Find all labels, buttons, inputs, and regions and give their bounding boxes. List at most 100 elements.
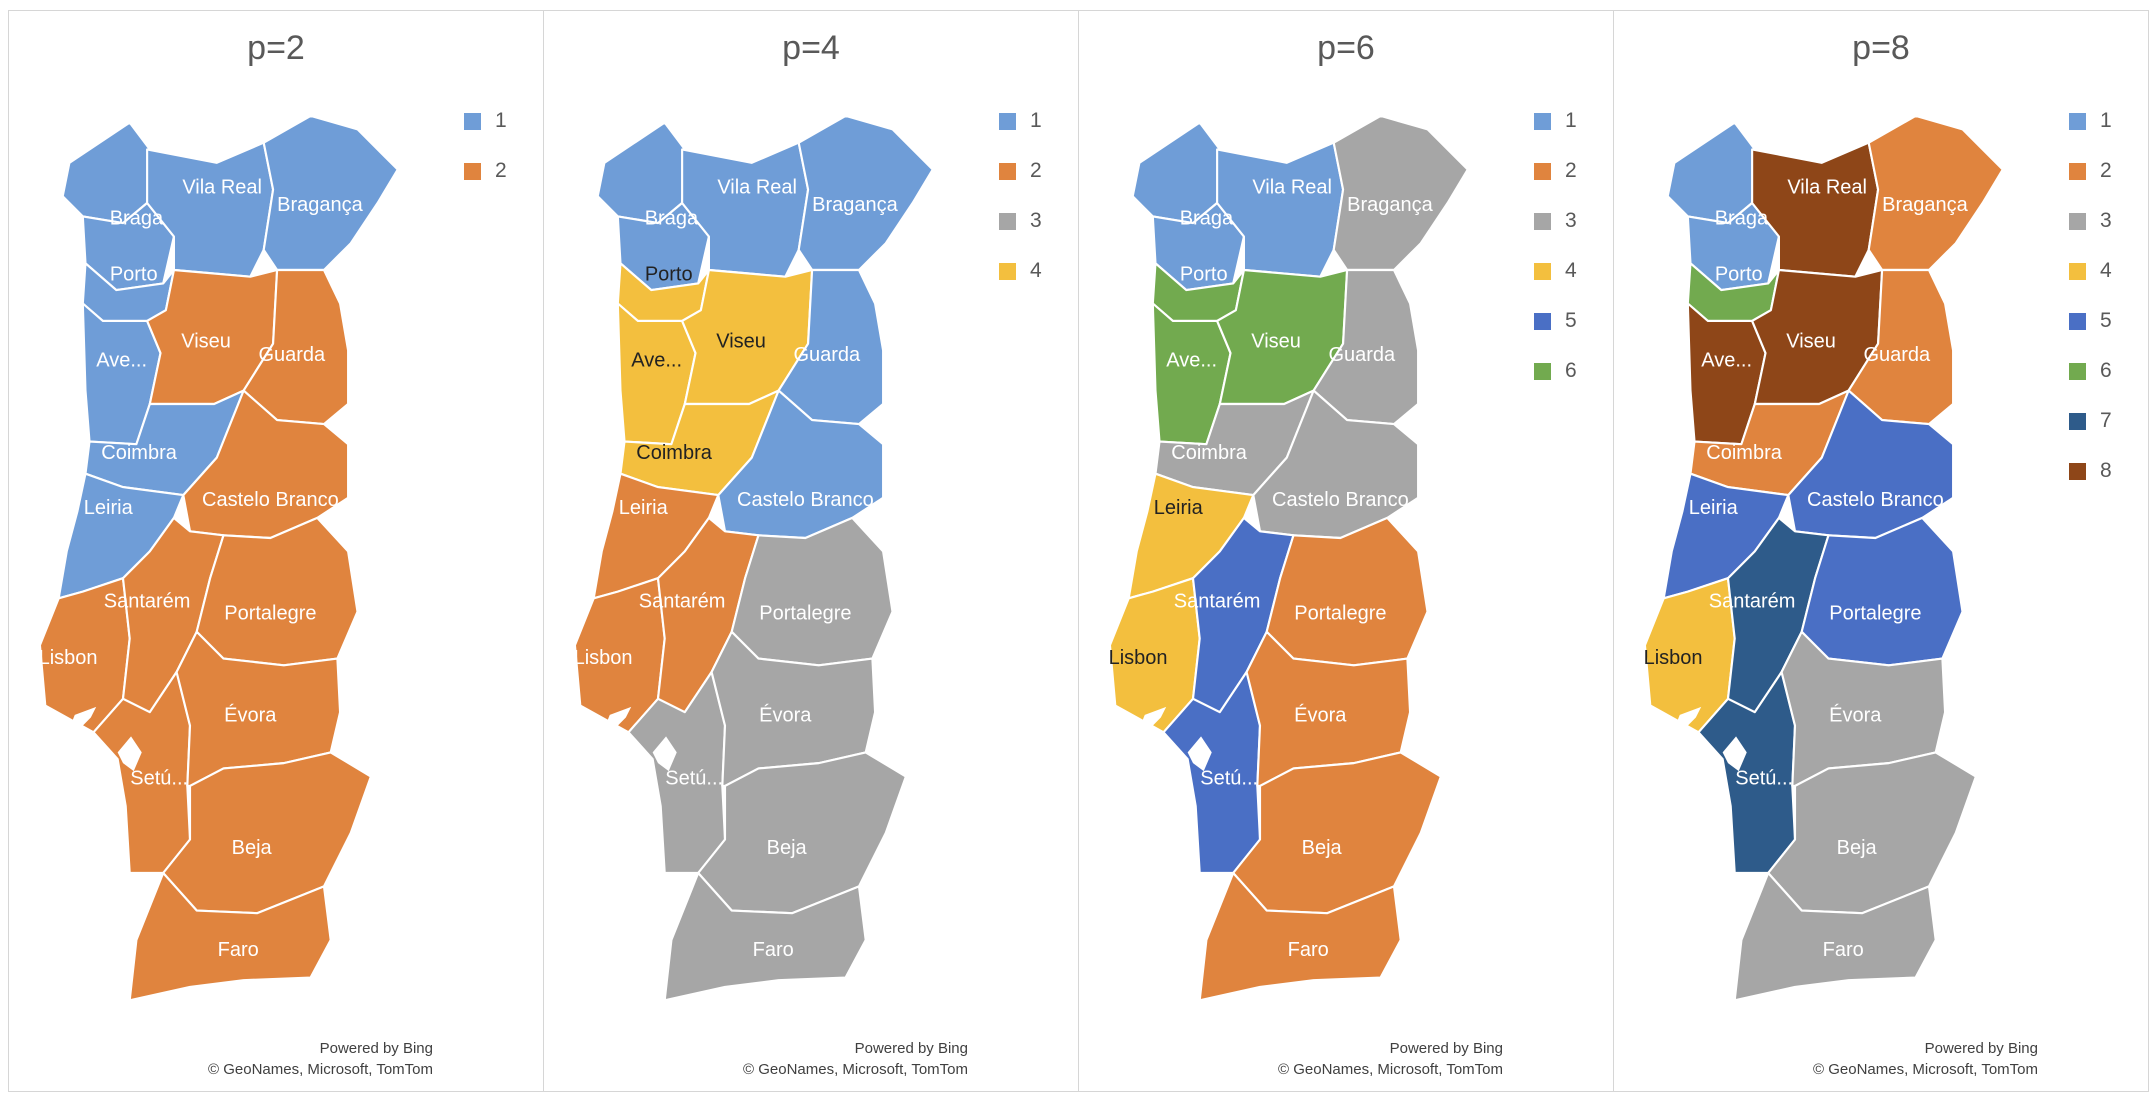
district-label: Guarda — [258, 344, 326, 366]
legend-item: 2 — [464, 157, 507, 207]
district-label: Castelo Branco — [1272, 489, 1409, 511]
district-label: Setú... — [665, 768, 723, 790]
district-faro[interactable] — [128, 871, 332, 1002]
legend-item: 2 — [2069, 157, 2112, 207]
district-setubal[interactable] — [627, 670, 727, 875]
powered-by-credit: Powered by Bing — [1389, 1040, 1503, 1057]
legend-swatch — [999, 213, 1016, 230]
district-setubal[interactable] — [1162, 670, 1262, 875]
legend-label: 2 — [1030, 159, 1042, 182]
district-vilareal[interactable] — [146, 141, 275, 278]
district-vilareal[interactable] — [1751, 141, 1880, 278]
district-faro[interactable] — [1198, 871, 1402, 1002]
tagus-estuary — [596, 706, 677, 772]
legend-item: 1 — [2069, 107, 2112, 157]
district-label: Leiria — [84, 497, 134, 519]
district-label: Braga — [110, 207, 164, 229]
district-label: Bragança — [1882, 194, 1968, 216]
legend-item: 1 — [1534, 107, 1577, 157]
district-label: Faro — [1823, 939, 1864, 961]
district-label: Vila Real — [1252, 177, 1332, 199]
legend-label: 4 — [1030, 259, 1042, 282]
district-braganca[interactable] — [1867, 114, 2004, 272]
district-vilareal[interactable] — [681, 141, 810, 278]
district-faro[interactable] — [663, 871, 867, 1002]
district-label: Bragança — [812, 194, 898, 216]
district-guarda[interactable] — [1312, 268, 1420, 426]
district-label: Porto — [1180, 264, 1228, 286]
legend-item: 7 — [2069, 407, 2112, 457]
legend-label: 4 — [2100, 259, 2112, 282]
district-vilareal[interactable] — [1216, 141, 1345, 278]
legend-swatch — [2069, 113, 2086, 130]
district-label: Viseu — [181, 331, 231, 353]
legend-swatch — [999, 163, 1016, 180]
district-setubal[interactable] — [92, 670, 192, 875]
legend-swatch — [1534, 113, 1551, 130]
district-label: Bragança — [277, 194, 363, 216]
district-label: Portalegre — [1829, 603, 1921, 625]
district-label: Santarém — [1174, 591, 1261, 613]
district-label: Santarém — [1709, 591, 1796, 613]
district-setubal[interactable] — [1697, 670, 1797, 875]
legend-label: 6 — [2100, 359, 2112, 382]
district-label: Viseu — [716, 331, 766, 353]
district-label: Braga — [1180, 207, 1234, 229]
district-guarda[interactable] — [777, 268, 885, 426]
district-beja[interactable] — [1232, 751, 1442, 915]
portugal-district-map: Braga Vila Real Bragança Porto Ave... Viseu Gu… — [1644, 114, 2004, 1002]
district-beja[interactable] — [697, 751, 907, 915]
district-label: Ave... — [1166, 349, 1217, 371]
district-braganca[interactable] — [262, 114, 399, 272]
legend-label: 1 — [2100, 109, 2112, 132]
district-label: Coimbra — [636, 442, 712, 464]
legend-swatch — [1534, 213, 1551, 230]
legend-item: 4 — [1534, 257, 1577, 307]
district-label: Ave... — [1701, 349, 1752, 371]
legend-swatch — [2069, 263, 2086, 280]
legend-swatch — [2069, 313, 2086, 330]
tagus-estuary — [1666, 706, 1747, 772]
tagus-estuary — [1131, 706, 1212, 772]
district-label: Setú... — [1200, 768, 1258, 790]
district-label: Vila Real — [717, 177, 797, 199]
district-label: Lisbon — [1109, 647, 1168, 669]
legend-item: 3 — [2069, 207, 2112, 257]
district-label: Évora — [759, 704, 812, 727]
district-guarda[interactable] — [1847, 268, 1955, 426]
district-label: Bragança — [1347, 194, 1433, 216]
district-label: Guarda — [1328, 344, 1396, 366]
legend: 1 2 3 4 5 6 — [1534, 107, 1577, 407]
district-label: Beja — [232, 837, 273, 859]
legend-label: 1 — [495, 109, 507, 132]
district-label: Vila Real — [1787, 177, 1867, 199]
legend-label: 3 — [1565, 209, 1577, 232]
map-panel: p=2 Braga Vila Real Bragança Porto Ave... Vise… — [8, 10, 544, 1092]
legend-swatch — [2069, 163, 2086, 180]
legend-item: 5 — [1534, 307, 1577, 357]
legend-item: 6 — [2069, 357, 2112, 407]
district-label: Faro — [753, 939, 794, 961]
district-label: Beja — [1302, 837, 1343, 859]
legend-item: 2 — [1534, 157, 1577, 207]
map-panels: p=2 Braga Vila Real Bragança Porto Ave... Vise… — [8, 10, 2149, 1092]
legend-label: 4 — [1565, 259, 1577, 282]
powered-by-credit: Powered by Bing — [319, 1040, 433, 1057]
legend-swatch — [1534, 163, 1551, 180]
legend-swatch — [2069, 413, 2086, 430]
copyright-credit: © GeoNames, Microsoft, TomTom — [208, 1061, 433, 1078]
district-label: Ave... — [631, 349, 682, 371]
district-guarda[interactable] — [242, 268, 350, 426]
legend-label: 5 — [1565, 309, 1577, 332]
district-label: Castelo Branco — [737, 489, 874, 511]
district-label: Coimbra — [101, 442, 177, 464]
copyright-credit: © GeoNames, Microsoft, TomTom — [1813, 1061, 2038, 1078]
district-faro[interactable] — [1733, 871, 1937, 1002]
legend-item: 4 — [999, 257, 1042, 307]
copyright-credit: © GeoNames, Microsoft, TomTom — [1278, 1061, 1503, 1078]
district-braganca[interactable] — [1332, 114, 1469, 272]
district-beja[interactable] — [1767, 751, 1977, 915]
district-braganca[interactable] — [797, 114, 934, 272]
district-beja[interactable] — [162, 751, 372, 915]
